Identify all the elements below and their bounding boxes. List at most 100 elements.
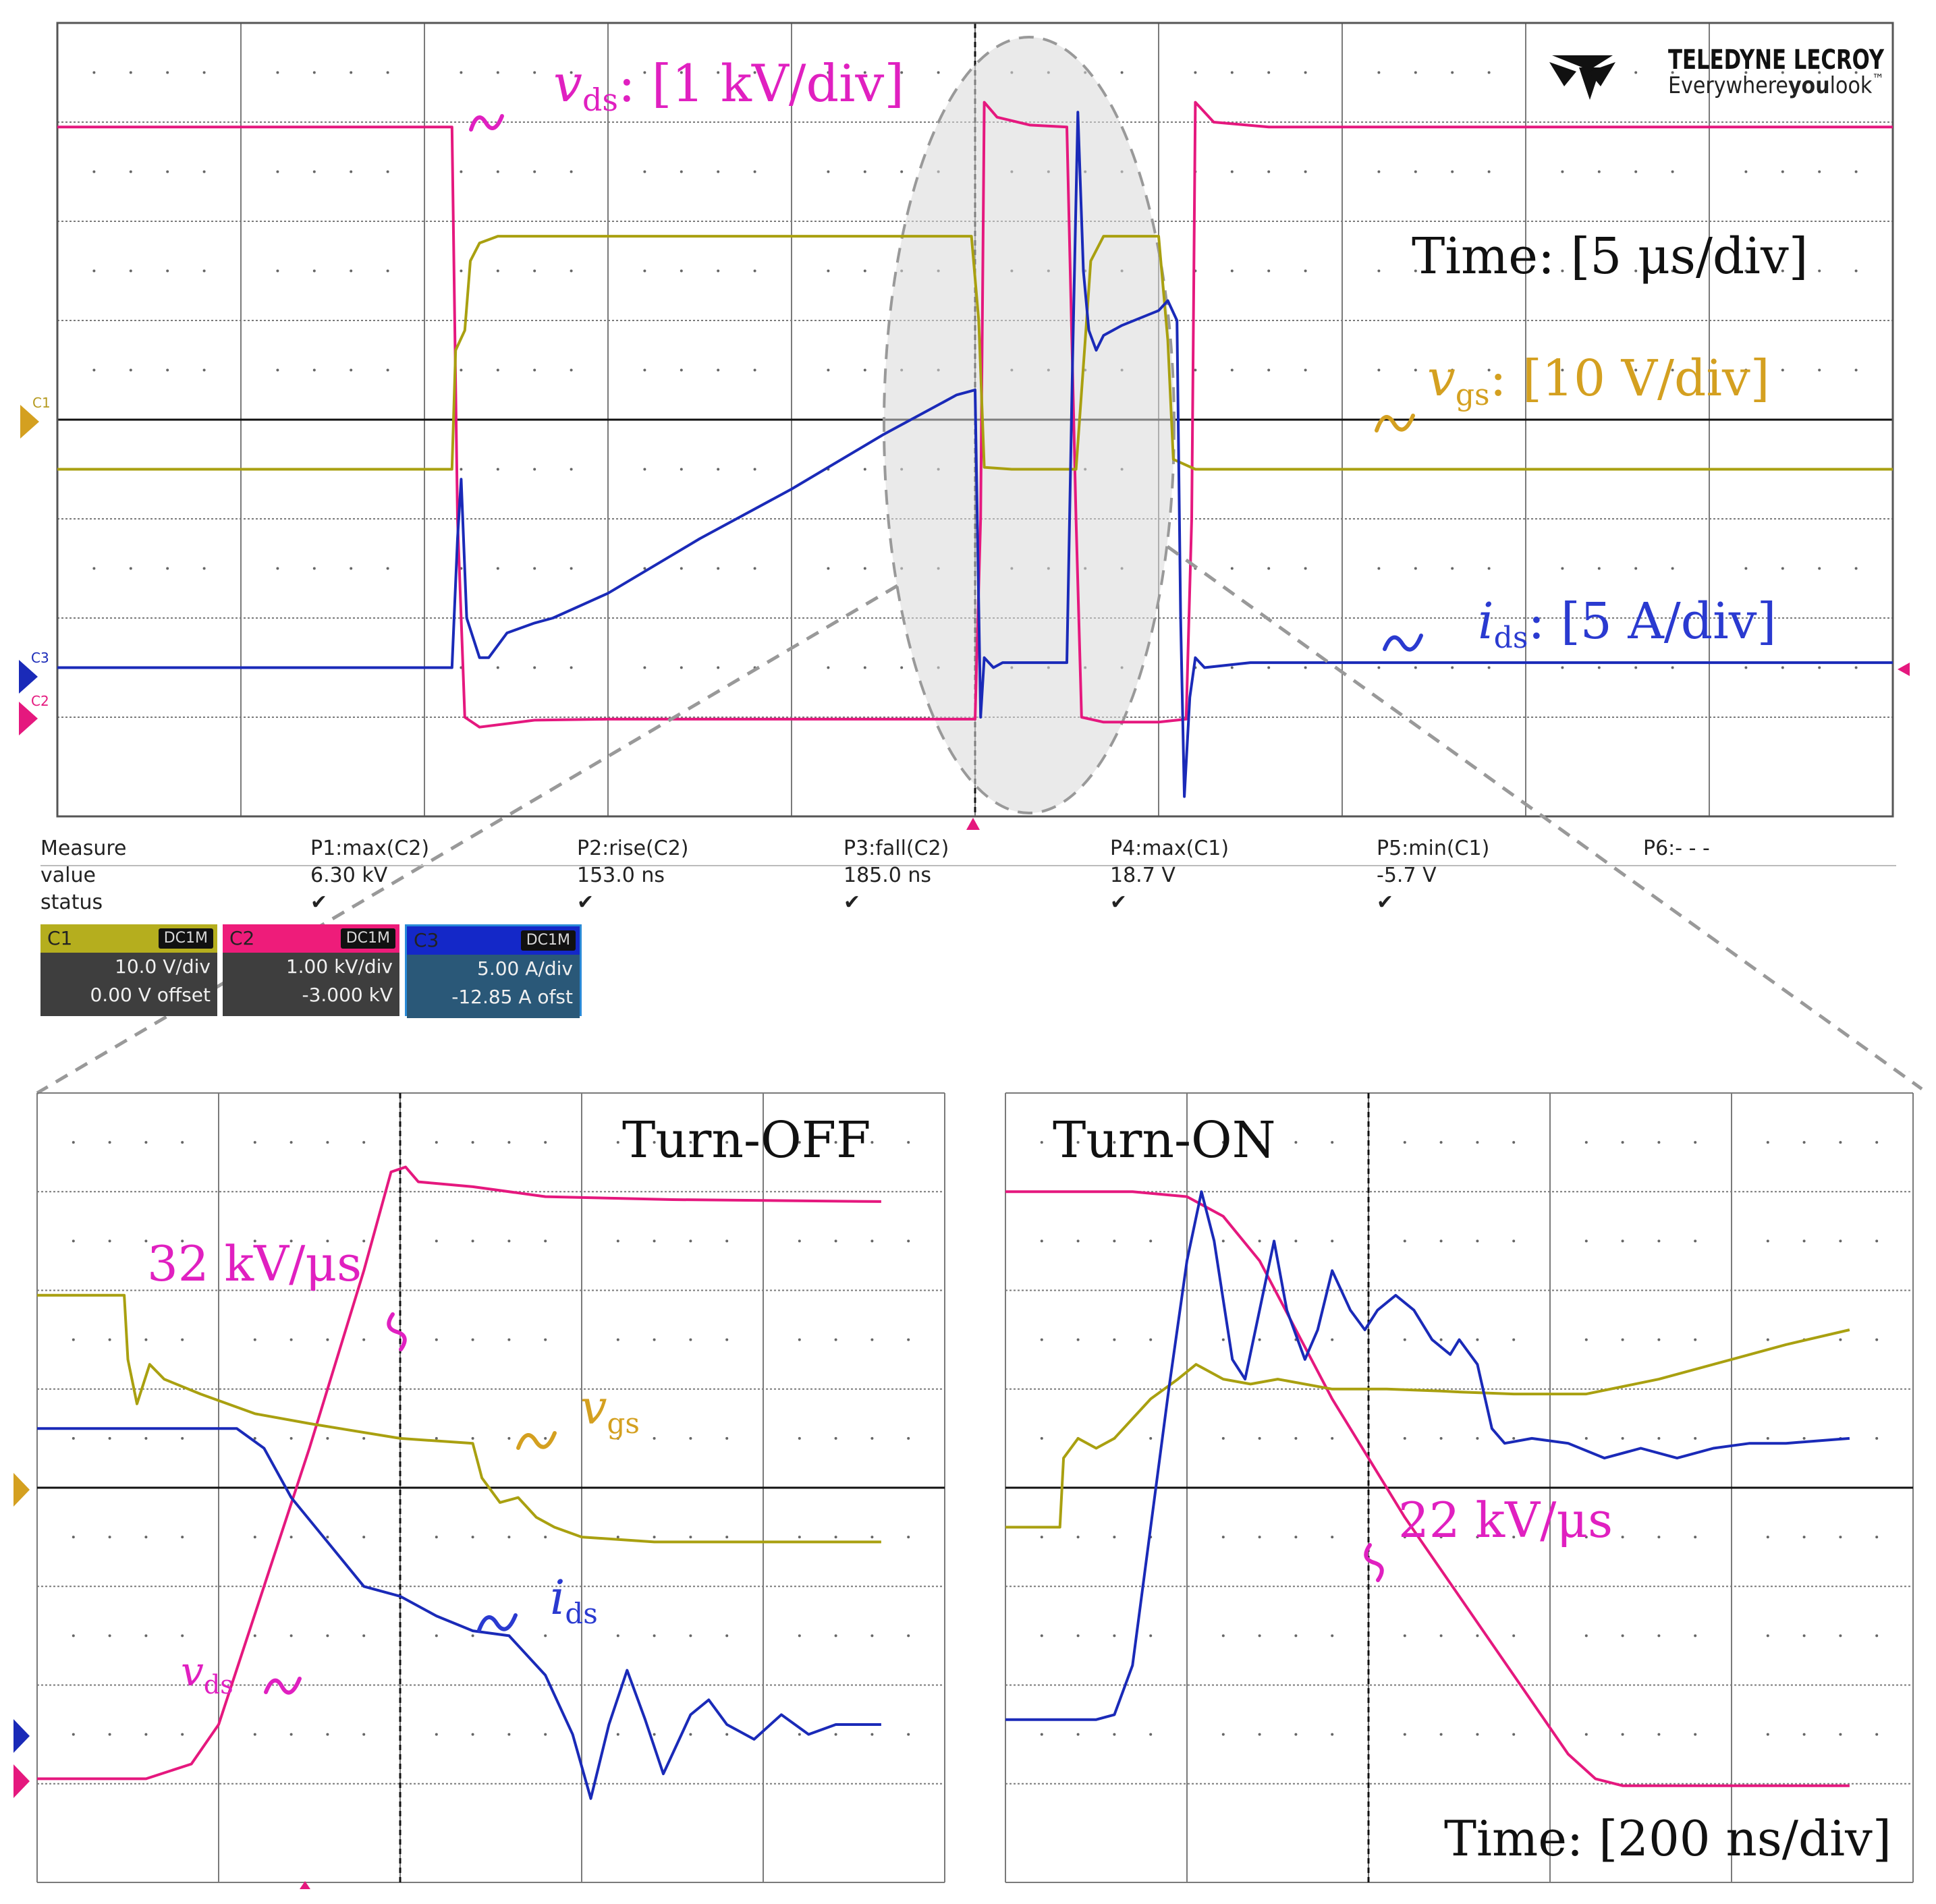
- turn-off-grid-dot: [616, 1536, 619, 1539]
- top-grid-dot: [312, 567, 316, 570]
- turn-off-grid-dot: [144, 1536, 148, 1539]
- channel-box-c2[interactable]: C2 DC1M 1.00 kV/div -3.000 kV: [223, 924, 399, 1016]
- turn-off-grid-dot: [72, 1338, 75, 1341]
- top-grid-dot: [202, 567, 206, 570]
- turn-on-grid-dot: [1621, 1239, 1624, 1243]
- turn-off-grid-dot: [362, 1733, 366, 1736]
- turn-off-vds-tilde-icon: [264, 1677, 302, 1695]
- turn-on-grid-dot: [1621, 1141, 1624, 1144]
- turn-off-grid-dot: [725, 1141, 729, 1144]
- turn-off-ids-symbol: i: [550, 1570, 565, 1625]
- top-ids-trace: [57, 111, 1893, 798]
- turn-off-grid-dot: [181, 1239, 184, 1243]
- top-grid-dot: [1854, 71, 1858, 74]
- turn-off-grid-dot: [181, 1436, 184, 1440]
- turn-on-grid-dot: [1476, 1141, 1479, 1144]
- top-grid-dot: [276, 170, 279, 173]
- top-grid-dot: [717, 567, 720, 570]
- turn-off-grid-dot: [181, 1536, 184, 1539]
- measure-header: P2:rise(C2): [577, 837, 689, 860]
- top-grid-dot: [1267, 170, 1271, 173]
- turn-off-grid-dot: [544, 1436, 547, 1440]
- ids-subscript: ds: [1494, 621, 1528, 655]
- turn-on-grid-dot: [1331, 1239, 1334, 1243]
- turn-on-grid-dot: [1584, 1536, 1588, 1539]
- top-grid-dot: [1487, 170, 1491, 173]
- top-grid-dot: [1597, 666, 1601, 669]
- top-grid-dot: [1818, 666, 1821, 669]
- turn-off-grid-dot: [616, 1338, 619, 1341]
- logo-name: TELEDYNE LECROY: [1668, 45, 1885, 76]
- top-grid-dot: [753, 269, 756, 273]
- top-grid-dot: [1781, 368, 1784, 372]
- top-grid-dot: [92, 269, 96, 273]
- top-grid-dot: [1781, 71, 1784, 74]
- ids-tilde-icon: [1383, 634, 1423, 652]
- turn-on-grid-dot: [1512, 1239, 1516, 1243]
- turn-on-grid-dot: [1875, 1733, 1879, 1736]
- top-grid-dot: [1304, 567, 1307, 570]
- top-grid-dot: [1414, 368, 1417, 372]
- top-grid-dot: [1304, 269, 1307, 273]
- turn-off-grid-dot: [870, 1733, 874, 1736]
- channel-box-c3[interactable]: C3 DC1M 5.00 A/div -12.85 A ofst: [405, 924, 582, 1018]
- top-grid-dot: [92, 71, 96, 74]
- top-grid-dot: [1671, 567, 1674, 570]
- top-grid-dot: [1451, 269, 1454, 273]
- turn-on-grid-dot: [1113, 1338, 1116, 1341]
- top-grid-dot: [1781, 170, 1784, 173]
- top-grid-dot: [680, 567, 683, 570]
- turn-off-grid-dot: [653, 1338, 656, 1341]
- ids-symbol: i: [1478, 592, 1494, 650]
- turn-on-slope-label: 22 kV/μs: [1398, 1492, 1613, 1548]
- turn-off-grid-dot: [144, 1141, 148, 1144]
- turn-on-grid-dot: [1040, 1239, 1043, 1243]
- turn-off-grid-dot: [471, 1436, 474, 1440]
- turn-on-grid-dot: [1221, 1436, 1225, 1440]
- c2-marker-label: C2: [31, 693, 49, 709]
- measure-column: P4:max(C1) 18.7 V ✔: [1110, 835, 1229, 916]
- turn-on-grid-dot: [1331, 1436, 1334, 1440]
- turn-on-grid-dot: [1584, 1338, 1588, 1341]
- top-grid-dot: [1671, 368, 1674, 372]
- coupling-badge: DC1M: [520, 930, 576, 951]
- top-grid-dot: [1377, 567, 1381, 570]
- turn-off-grid-dot: [798, 1634, 801, 1637]
- turn-on-grid-dot: [1512, 1536, 1516, 1539]
- turn-on-grid-dot: [1113, 1536, 1116, 1539]
- top-grid-dot: [1634, 269, 1638, 273]
- measure-divider: [40, 865, 1896, 866]
- turn-on-grid-dot: [1294, 1536, 1298, 1539]
- top-grid-dot: [1597, 170, 1601, 173]
- turn-off-grid-dot: [289, 1239, 293, 1243]
- turn-off-grid-dot: [834, 1634, 837, 1637]
- turn-off-grid-dot: [471, 1733, 474, 1736]
- zoom-highlight-ellipse: [883, 36, 1176, 814]
- top-grid-dot: [202, 71, 206, 74]
- turn-on-grid-dot: [1584, 1141, 1588, 1144]
- channel-name: C3: [414, 929, 439, 951]
- top-grid-dot: [496, 71, 499, 74]
- top-grid-dot: [937, 71, 940, 74]
- turn-off-grid-dot: [108, 1733, 111, 1736]
- top-grid-dot: [386, 170, 389, 173]
- turn-off-grid-dot: [616, 1634, 619, 1637]
- turn-on-grid-dot: [1331, 1338, 1334, 1341]
- turn-on-grid-dot: [1439, 1536, 1443, 1539]
- measure-column: P3:fall(C2) 185.0 ns ✔: [843, 835, 949, 916]
- turn-off-grid-dot: [181, 1141, 184, 1144]
- top-grid-dot: [276, 71, 279, 74]
- top-grid-dot: [680, 269, 683, 273]
- channel-box-c1[interactable]: C1 DC1M 10.0 V/div 0.00 V offset: [40, 924, 217, 1016]
- turn-on-grid-dot: [1657, 1536, 1661, 1539]
- turn-on-grid-dot: [1439, 1141, 1443, 1144]
- top-grid-dot: [202, 368, 206, 372]
- turn-on-grid-dot: [1694, 1239, 1697, 1243]
- turn-on-grid-dot: [1657, 1338, 1661, 1341]
- turn-off-grid-dot: [72, 1141, 75, 1144]
- turn-on-grid-dot: [1839, 1239, 1842, 1243]
- top-grid-dot: [1487, 368, 1491, 372]
- channel-header: C1 DC1M: [40, 924, 217, 953]
- top-grid-dot: [496, 468, 499, 471]
- vgs-subscript: gs: [1456, 378, 1490, 412]
